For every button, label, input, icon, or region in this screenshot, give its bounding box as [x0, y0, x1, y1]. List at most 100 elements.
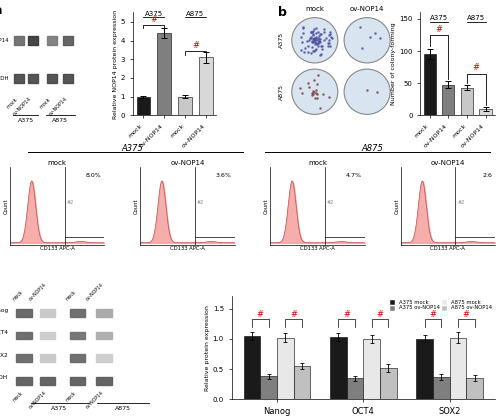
Bar — [433, 377, 450, 399]
Bar — [63, 74, 73, 83]
Text: mock: mock — [12, 390, 24, 402]
Title: ov-NOP14: ov-NOP14 — [430, 160, 465, 166]
Bar — [70, 309, 86, 317]
Bar — [28, 74, 38, 83]
Text: NOP14: NOP14 — [0, 38, 10, 43]
Bar — [70, 332, 86, 339]
Text: #: # — [343, 310, 350, 319]
Circle shape — [292, 69, 338, 114]
Bar — [346, 378, 364, 399]
Title: ov-NOP14: ov-NOP14 — [170, 160, 204, 166]
Bar — [40, 309, 55, 317]
Text: #2: #2 — [66, 200, 74, 205]
Bar — [277, 338, 293, 399]
Bar — [364, 339, 380, 399]
Text: 2.6: 2.6 — [482, 173, 492, 178]
Bar — [244, 336, 260, 399]
Text: ov-NOP14: ov-NOP14 — [28, 390, 48, 410]
Bar — [63, 36, 73, 45]
Bar — [14, 74, 24, 83]
Text: #: # — [256, 310, 264, 319]
Bar — [14, 36, 24, 45]
Bar — [16, 354, 32, 362]
Text: A375: A375 — [144, 11, 163, 17]
Text: mock: mock — [6, 96, 19, 109]
Text: A875: A875 — [186, 11, 204, 17]
Bar — [380, 368, 396, 399]
Text: #2: #2 — [327, 200, 334, 205]
Bar — [260, 376, 277, 399]
Text: 3.6%: 3.6% — [216, 173, 232, 178]
Text: A875: A875 — [114, 406, 130, 411]
Bar — [96, 377, 112, 384]
Text: A875: A875 — [52, 118, 68, 123]
X-axis label: CD133 APC-A: CD133 APC-A — [430, 246, 466, 251]
Text: GAPDH: GAPDH — [0, 376, 8, 381]
Y-axis label: Count: Count — [134, 198, 139, 214]
Bar — [294, 366, 310, 399]
Text: a: a — [0, 4, 2, 17]
Y-axis label: Count: Count — [4, 198, 8, 214]
Title: mock: mock — [308, 160, 327, 166]
Text: Nanog: Nanog — [0, 307, 8, 312]
Text: A375: A375 — [280, 32, 284, 48]
Text: b: b — [278, 6, 287, 19]
Text: 8.0%: 8.0% — [86, 173, 102, 178]
Text: ov-NOP14: ov-NOP14 — [84, 390, 104, 410]
Text: A875: A875 — [467, 15, 485, 21]
Bar — [16, 309, 32, 317]
Bar — [178, 97, 192, 115]
Text: mock: mock — [65, 289, 78, 302]
Circle shape — [292, 17, 338, 63]
Title: mock: mock — [48, 160, 66, 166]
Text: A875: A875 — [362, 144, 384, 153]
Bar — [330, 337, 346, 399]
Text: 4.7%: 4.7% — [346, 173, 362, 178]
Text: ov-NOP14: ov-NOP14 — [28, 282, 48, 302]
Text: #: # — [150, 15, 157, 24]
Text: GAPDH: GAPDH — [0, 76, 10, 81]
Bar — [466, 378, 483, 399]
Y-axis label: Count: Count — [264, 198, 269, 214]
Text: OCT4: OCT4 — [0, 330, 8, 335]
Bar — [416, 339, 433, 399]
Y-axis label: Number of colony-forming: Number of colony-forming — [392, 22, 396, 105]
Bar — [70, 354, 86, 362]
Text: #: # — [436, 25, 442, 34]
Text: A375: A375 — [122, 144, 144, 153]
Bar — [40, 332, 55, 339]
Text: ov-NOP14: ov-NOP14 — [350, 7, 384, 12]
Bar — [40, 377, 55, 384]
Bar — [450, 338, 466, 399]
Text: #: # — [463, 310, 470, 319]
X-axis label: CD133 APC-A: CD133 APC-A — [170, 246, 205, 251]
Text: #2: #2 — [197, 200, 204, 205]
Text: A875: A875 — [280, 84, 284, 100]
Circle shape — [344, 17, 390, 63]
Bar — [442, 84, 454, 115]
Bar — [16, 332, 32, 339]
Bar — [96, 354, 112, 362]
Bar — [424, 54, 436, 115]
Text: mock: mock — [306, 7, 324, 12]
Text: mock: mock — [65, 390, 78, 402]
Text: #: # — [290, 310, 297, 319]
Text: ov-NOP14: ov-NOP14 — [12, 96, 33, 117]
Bar — [16, 377, 32, 384]
X-axis label: CD133 APC-A: CD133 APC-A — [300, 246, 335, 251]
Bar — [136, 97, 150, 115]
Text: #: # — [376, 310, 384, 319]
Bar — [46, 36, 56, 45]
Bar — [461, 88, 473, 115]
Circle shape — [344, 69, 390, 114]
Bar — [199, 57, 212, 115]
Legend: A375 mock, A375 ov-NOP14, A875 mock, A875 ov-NOP14: A375 mock, A375 ov-NOP14, A875 mock, A87… — [389, 299, 492, 311]
Bar — [480, 109, 492, 115]
Bar — [96, 309, 112, 317]
Text: A375: A375 — [430, 15, 448, 21]
Text: ov-NOP14: ov-NOP14 — [48, 96, 68, 117]
Text: A375: A375 — [18, 118, 34, 123]
Bar — [96, 332, 112, 339]
Text: A375: A375 — [51, 406, 68, 411]
Bar — [40, 354, 55, 362]
